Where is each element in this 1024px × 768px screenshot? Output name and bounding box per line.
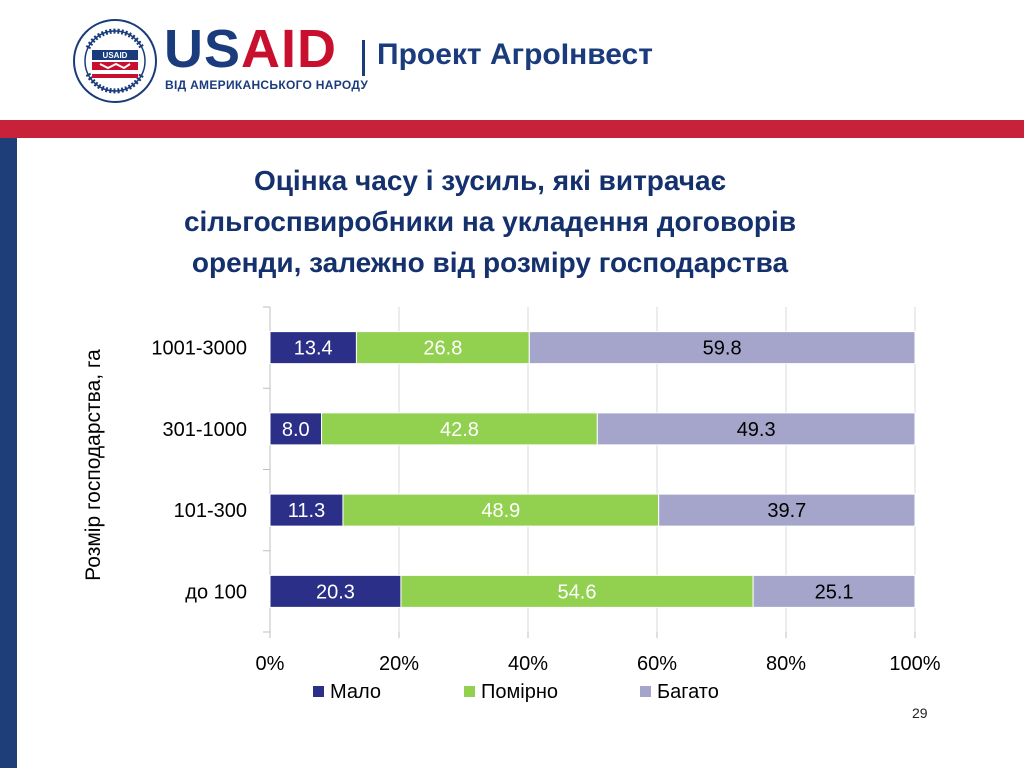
data-label: 13.4 (294, 338, 333, 360)
page-number: 29 (912, 705, 928, 721)
legend-swatch (313, 686, 324, 697)
data-label: 48.9 (481, 500, 520, 522)
x-tick-label: 60% (637, 653, 677, 675)
slide-title: Оцінка часу і зусиль, які витрачає сільг… (110, 160, 870, 283)
usaid-wordmark: USAID (164, 22, 337, 76)
category-label: до 100 (185, 581, 247, 603)
bar-segment (528, 331, 916, 365)
usaid-seal-logo: USAID (73, 19, 157, 103)
data-label: 49.3 (737, 419, 776, 441)
header-red-band (0, 120, 1024, 138)
y-axis-title: Розмір господарства, га (82, 349, 105, 581)
bar-segment (342, 493, 660, 527)
header-divider (362, 40, 365, 76)
usaid-subtitle: ВІД АМЕРИКАНСЬКОГО НАРОДУ (165, 78, 369, 92)
project-name: Проект АгроІнвест (377, 38, 653, 71)
legend-label: Мало (330, 681, 381, 703)
legend-swatch (640, 686, 651, 697)
data-label: 59.8 (703, 338, 742, 360)
bar-segment (321, 412, 598, 446)
data-label: 26.8 (423, 338, 462, 360)
legend-swatch (464, 686, 475, 697)
slide-title-line: сільгоспвиробники на укладення договорів (183, 206, 797, 237)
usaid-wordmark-us: US (164, 19, 242, 79)
x-tick-label: 80% (766, 653, 806, 675)
data-label: 20.3 (316, 581, 355, 603)
bar-segment (269, 493, 344, 527)
bar-segment (269, 574, 402, 608)
data-label: 25.1 (815, 581, 854, 603)
left-accent-bar (0, 138, 17, 768)
slide-title-line: оренди, залежно від розміру господарства (191, 247, 789, 278)
bar-segment (752, 574, 916, 608)
category-label: 301-1000 (162, 419, 247, 441)
data-label: 42.8 (440, 419, 479, 441)
data-label: 39.7 (767, 500, 806, 522)
category-label: 101-300 (174, 500, 247, 522)
usaid-wordmark-aid: AID (241, 19, 338, 79)
seal-inner-text: USAID (103, 51, 128, 60)
slide-title-line: Оцінка часу і зусиль, які витрачає (253, 165, 727, 196)
bar-segment (269, 331, 357, 365)
legend-label: Багато (657, 681, 719, 703)
data-label: 8.0 (282, 419, 310, 441)
x-tick-label: 100% (889, 653, 940, 675)
x-tick-label: 40% (508, 653, 548, 675)
bar-segment (596, 412, 916, 446)
x-tick-label: 20% (379, 653, 419, 675)
bar-segment (355, 331, 530, 365)
data-label: 11.3 (288, 500, 325, 522)
legend-label: Помірно (481, 681, 558, 703)
x-tick-label: 0% (256, 653, 285, 675)
category-label: 1001-3000 (151, 338, 247, 360)
bar-segment (658, 493, 916, 527)
data-label: 54.6 (558, 581, 597, 603)
bar-segment (269, 412, 323, 446)
